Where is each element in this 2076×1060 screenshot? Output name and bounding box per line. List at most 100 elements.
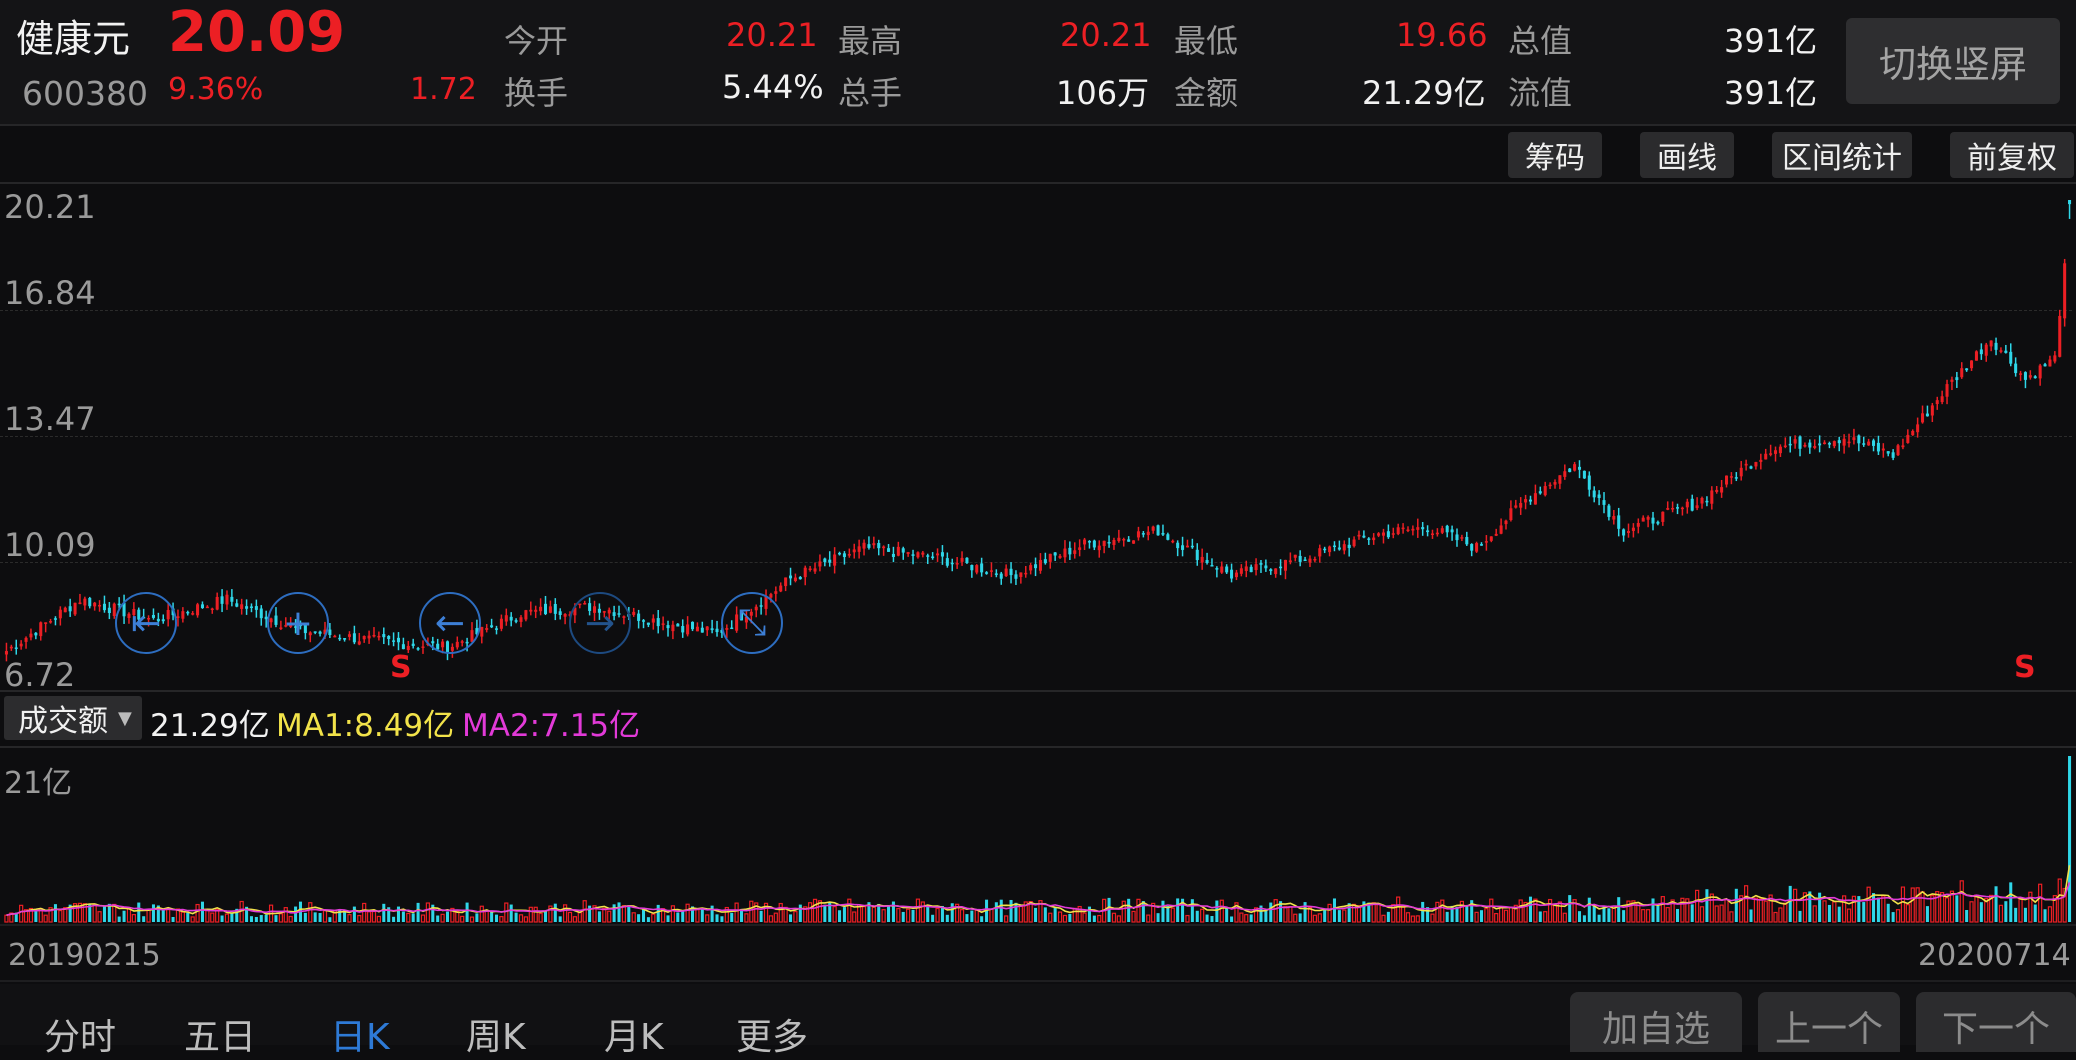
candle-body	[352, 633, 356, 643]
candle-body	[921, 552, 925, 555]
volume-bar	[1170, 907, 1175, 923]
candle-body	[480, 626, 484, 637]
volume-bar	[1018, 905, 1023, 923]
volume-bar	[1230, 916, 1234, 922]
volume-bar	[514, 912, 518, 922]
volume-bar	[1979, 902, 1983, 922]
candle-body	[955, 563, 959, 565]
volume-bar	[906, 908, 911, 923]
candle-body	[882, 546, 886, 549]
tab-monthly-k[interactable]: 月K	[604, 1017, 664, 1058]
volume-bar	[1568, 895, 1572, 922]
candle-body	[867, 544, 871, 548]
candle-body	[1519, 503, 1523, 508]
candle-body	[681, 626, 685, 633]
tab-daily-k[interactable]: 日K	[330, 1017, 390, 1058]
volume-bar	[1474, 911, 1479, 923]
volume-bar	[828, 902, 832, 922]
tab-more[interactable]: 更多	[736, 1017, 809, 1058]
volume-bar	[1028, 901, 1033, 923]
arrow-left-icon[interactable]: ←	[419, 592, 481, 654]
volume-bar	[1259, 905, 1263, 922]
volume-bar	[567, 911, 573, 923]
adjust-button[interactable]: 前复权	[1950, 132, 2074, 178]
shrink-icon[interactable]: ⤡	[721, 592, 783, 654]
tab-weekly-k[interactable]: 周K	[466, 1017, 526, 1058]
candle-body	[29, 633, 33, 638]
volume-bar	[1279, 901, 1283, 922]
draw-line-button[interactable]: 画线	[1640, 132, 1734, 178]
candle-body	[1916, 424, 1920, 433]
chips-button[interactable]: 筹码	[1508, 132, 1602, 178]
volume-bar	[450, 907, 455, 923]
candle-body	[950, 562, 954, 565]
volume-bar	[97, 911, 102, 923]
volume-bar	[1557, 901, 1563, 923]
volume-bar	[352, 906, 356, 922]
volume-bar	[313, 912, 317, 922]
volume-bar	[740, 908, 744, 922]
arrow-right-icon[interactable]: →	[569, 592, 631, 654]
volume-bar	[1812, 905, 1817, 923]
volume-bar	[612, 904, 616, 922]
candle-body	[1945, 384, 1949, 397]
candle-body	[200, 604, 204, 609]
candle-body	[1803, 444, 1807, 447]
tab-five-day[interactable]: 五日	[184, 1017, 257, 1058]
candle-body	[852, 549, 856, 553]
candle-body	[1852, 437, 1856, 441]
volume-bar	[235, 908, 239, 922]
volume-bar	[1862, 902, 1866, 922]
volume-bar	[602, 907, 607, 923]
zoom-in-icon[interactable]: +	[267, 592, 329, 654]
candle-body	[793, 577, 797, 582]
volume-bar	[867, 902, 871, 922]
candle-body	[784, 577, 788, 587]
candle-body	[1048, 553, 1052, 562]
volume-bar	[131, 914, 136, 923]
volume-bar	[1410, 915, 1416, 923]
volume-bar	[1866, 886, 1871, 923]
candle-body	[1308, 558, 1312, 563]
volume-bar	[1200, 908, 1205, 923]
next-stock-button[interactable]: 下一个	[1916, 992, 2076, 1052]
volume-bar	[499, 916, 504, 923]
candle-body	[2058, 315, 2062, 357]
candle-body	[1323, 548, 1327, 551]
previous-stock-button[interactable]: 上一个	[1758, 992, 1900, 1052]
turnover-label: 换手	[504, 74, 569, 112]
candle-body	[1607, 505, 1611, 517]
tab-intraday[interactable]: 分时	[44, 1017, 117, 1058]
add-watchlist-button[interactable]: 加自选	[1570, 992, 1742, 1052]
candle-body	[1465, 536, 1469, 545]
volume-bar	[1219, 899, 1224, 923]
volume-indicator-select[interactable]: 成交额 ▼	[4, 696, 142, 740]
sell-marker: S	[390, 650, 412, 685]
switch-portrait-button[interactable]: 切换竖屏	[1846, 18, 2060, 104]
candle-body	[519, 617, 523, 622]
candle-body	[1181, 545, 1185, 550]
volume-bar	[592, 905, 597, 923]
volume-bar	[126, 907, 132, 923]
candle-body	[985, 572, 989, 574]
candle-body	[401, 644, 405, 650]
candle-body	[558, 611, 562, 615]
volume-bar	[1631, 900, 1636, 923]
candle-body	[911, 554, 915, 556]
candle-body	[1921, 413, 1925, 423]
candle-body	[1122, 539, 1126, 541]
volume-bar	[102, 905, 106, 922]
volume-bar	[1151, 902, 1156, 923]
candle-body	[362, 636, 366, 640]
candle-body	[2033, 376, 2037, 379]
candle-body	[176, 616, 180, 618]
volume-bar	[48, 907, 53, 923]
range-stats-button[interactable]: 区间统计	[1772, 132, 1912, 178]
volume-bar	[1161, 900, 1165, 922]
volume-bar	[651, 913, 656, 923]
price-axis-tick: 13.47	[4, 400, 96, 438]
candle-body	[1019, 572, 1023, 577]
jump-to-start-icon[interactable]: ⇤	[115, 592, 177, 654]
candle-body	[1014, 574, 1018, 579]
volume-bar	[479, 905, 484, 923]
